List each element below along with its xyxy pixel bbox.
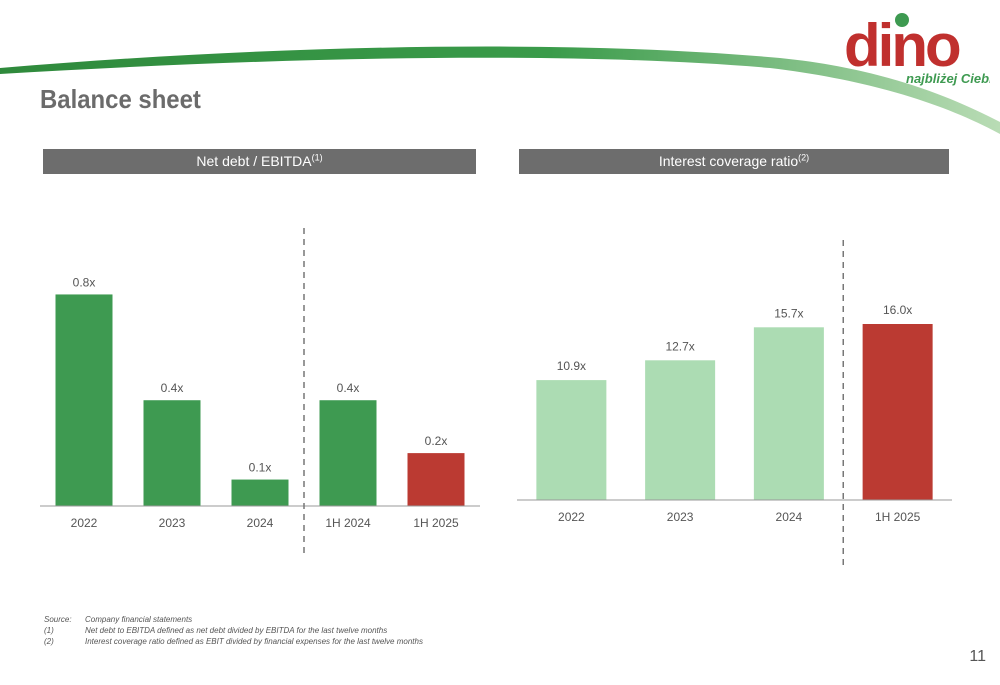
data-label: 0.2x (425, 434, 448, 448)
interest-coverage-header: Interest coverage ratio(2) (519, 149, 949, 174)
svg-text:najbliżej Ciebie: najbliżej Ciebie (906, 71, 990, 86)
dino-logo: dino najbliżej Ciebie (844, 12, 990, 86)
bar-1h-2024 (319, 400, 377, 506)
net-debt-ebitda-header: Net debt / EBITDA(1) (43, 149, 476, 174)
category-label: 2024 (776, 510, 803, 524)
data-label: 12.7x (665, 339, 694, 353)
data-label: 10.9x (557, 359, 586, 373)
footnote-text: Net debt to EBITDA defined as net debt d… (85, 626, 388, 635)
bar-2022 (55, 294, 113, 506)
bar-1h-2025 (407, 453, 465, 506)
data-label: 0.1x (249, 461, 272, 475)
footnote-key: (1) (44, 626, 54, 635)
data-label: 0.8x (73, 275, 96, 289)
footnote-text: Interest coverage ratio defined as EBIT … (85, 637, 423, 646)
footnote-key: Source: (44, 615, 72, 624)
bar-1h-2025 (862, 324, 933, 500)
interest-coverage-chart: 10.9x 2022 12.7x 2023 15.7x 2024 16.0x 1H 2025 (517, 240, 952, 565)
category-label: 2023 (667, 510, 694, 524)
footnote-source: Source: Company financial statements (44, 614, 423, 625)
category-label: 1H 2025 (413, 516, 459, 530)
footnote-1: (1) Net debt to EBITDA defined as net de… (44, 625, 423, 636)
page-title: Balance sheet (40, 84, 201, 114)
data-label: 15.7x (774, 306, 803, 320)
category-label: 2024 (247, 516, 274, 530)
category-label: 1H 2025 (875, 510, 921, 524)
page-number: 11 (969, 648, 986, 665)
bar-2022 (536, 380, 607, 500)
bar-2024 (753, 327, 824, 500)
data-label: 0.4x (161, 381, 184, 395)
bar-2023 (645, 360, 716, 500)
data-label: 0.4x (337, 381, 360, 395)
category-label: 1H 2024 (325, 516, 371, 530)
footnote-text: Company financial statements (85, 615, 193, 624)
bar-2024 (231, 479, 289, 506)
category-label: 2022 (558, 510, 585, 524)
footnote-2: (2) Interest coverage ratio defined as E… (44, 636, 423, 647)
category-label: 2022 (71, 516, 98, 530)
category-label: 2023 (159, 516, 186, 530)
net-debt-ebitda-title: Net debt / EBITDA (196, 153, 312, 169)
interest-coverage-title: Interest coverage ratio (658, 153, 799, 169)
data-label: 16.0x (883, 303, 912, 317)
footnotes: Source: Company financial statements (1)… (44, 614, 423, 647)
footnote-key: (2) (44, 637, 54, 646)
bar-2023 (143, 400, 201, 506)
footnote-ref-1: (1) (311, 152, 323, 163)
net-debt-ebitda-chart: 0.8x 2022 0.4x 2023 0.1x 2024 0.4x 1H 2024 0.2x 1… (40, 228, 480, 553)
footnote-ref-2: (2) (798, 152, 810, 163)
